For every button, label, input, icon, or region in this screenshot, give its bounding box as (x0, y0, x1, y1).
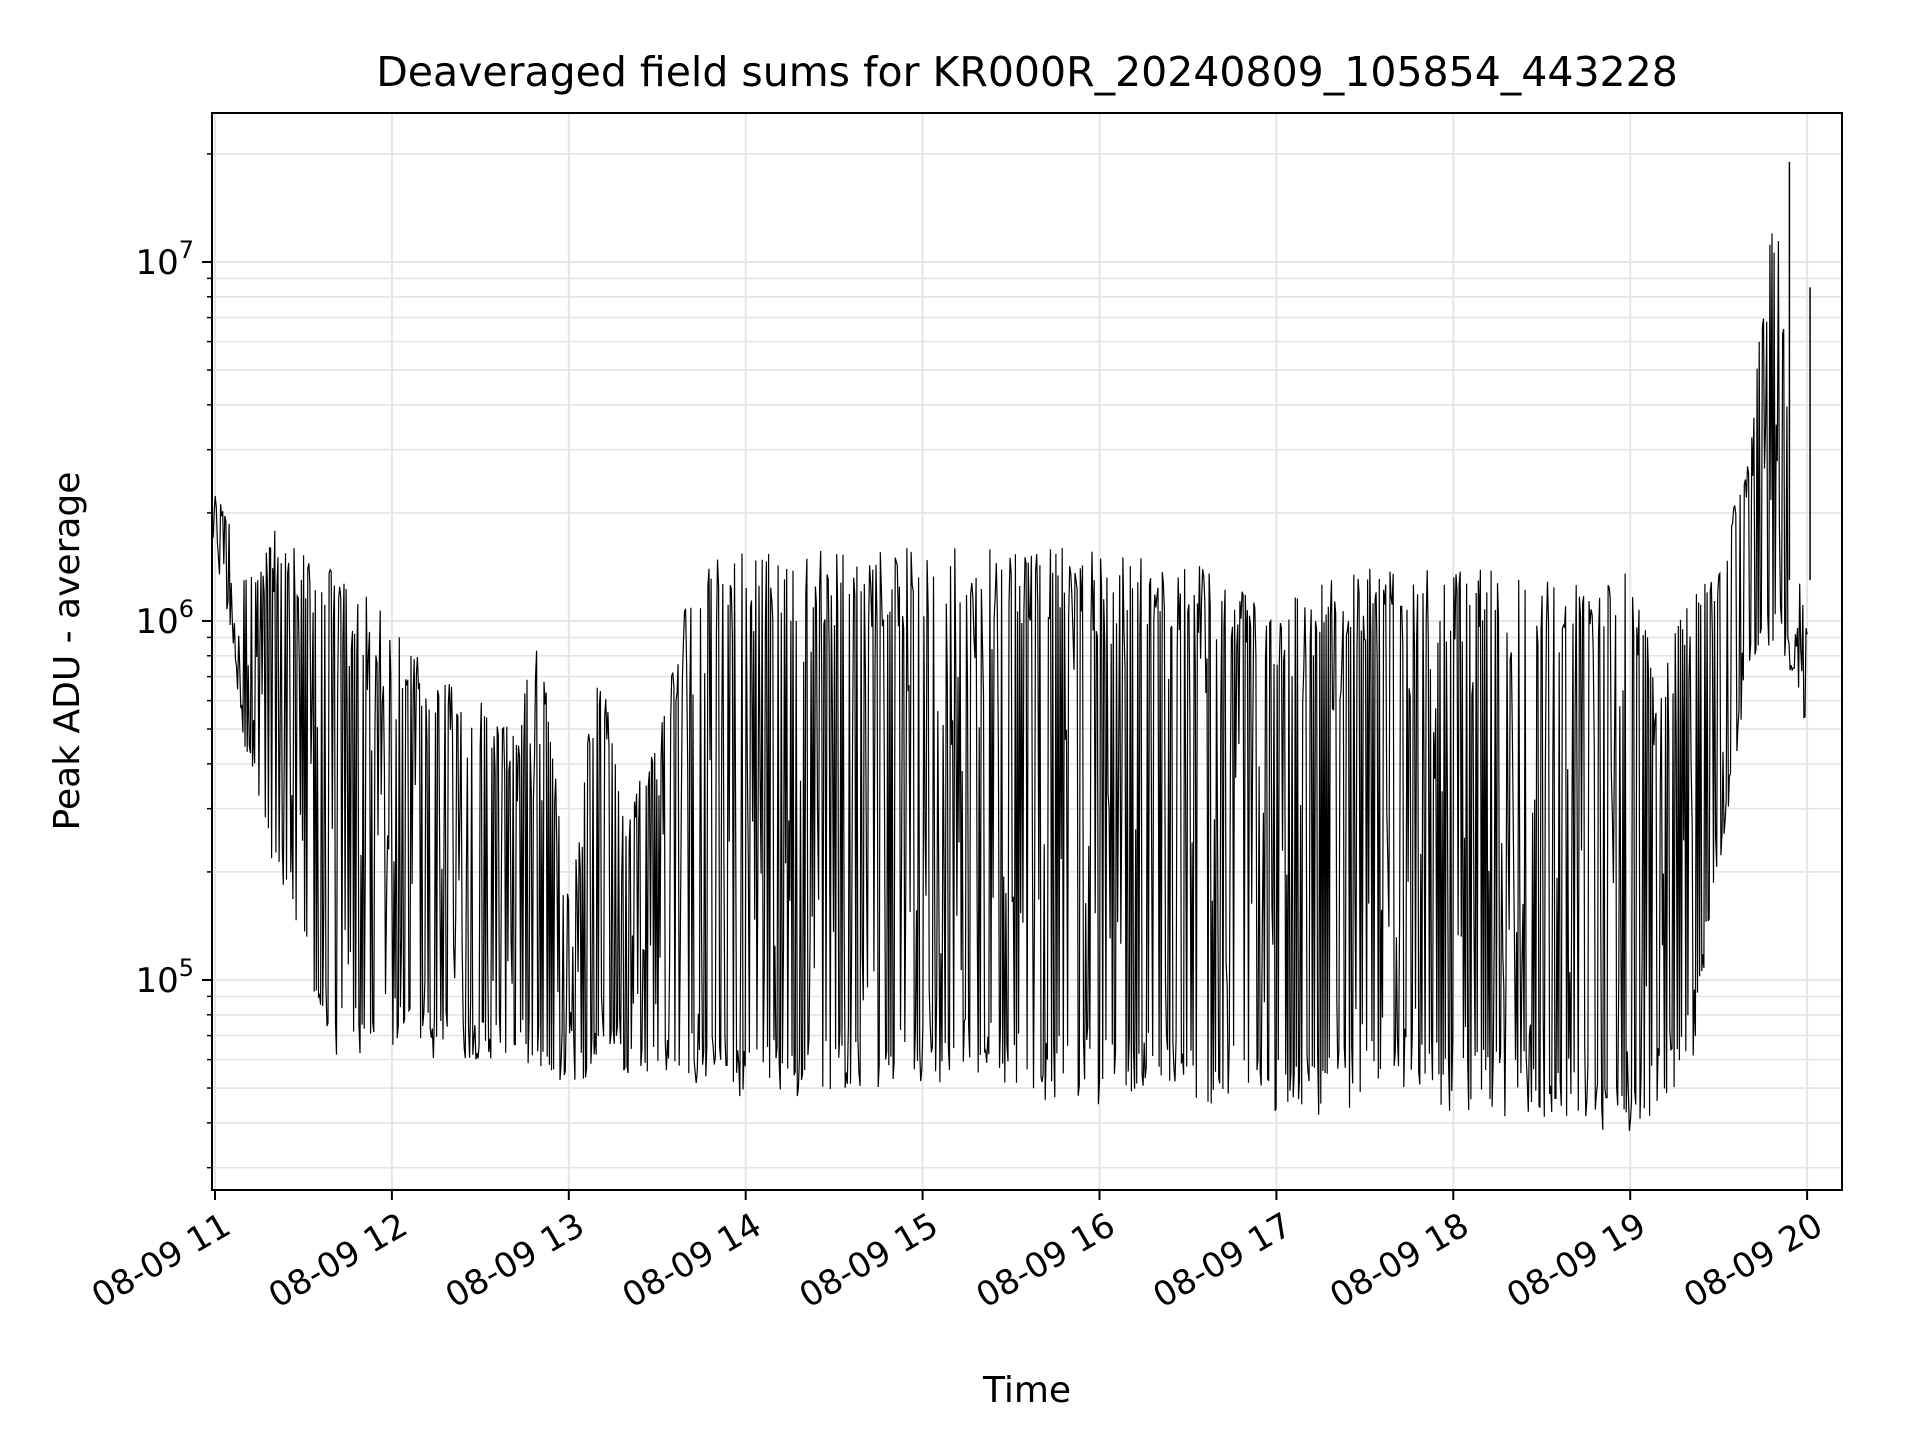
y-axis-label: Peak ADU - average (47, 472, 88, 831)
plot-frame (211, 112, 1843, 1191)
y-tick-label: 107 (135, 236, 194, 283)
series-line (211, 233, 1808, 1131)
series-layer (211, 161, 1811, 1131)
chart-title: Deaveraged field sums for KR000R_2024080… (376, 48, 1678, 96)
y-tick-label: 106 (135, 595, 194, 642)
y-tick-label: 105 (135, 954, 194, 1001)
y-axis: 105 106 107 (135, 153, 212, 1169)
x-axis-label: Time (982, 1370, 1071, 1411)
